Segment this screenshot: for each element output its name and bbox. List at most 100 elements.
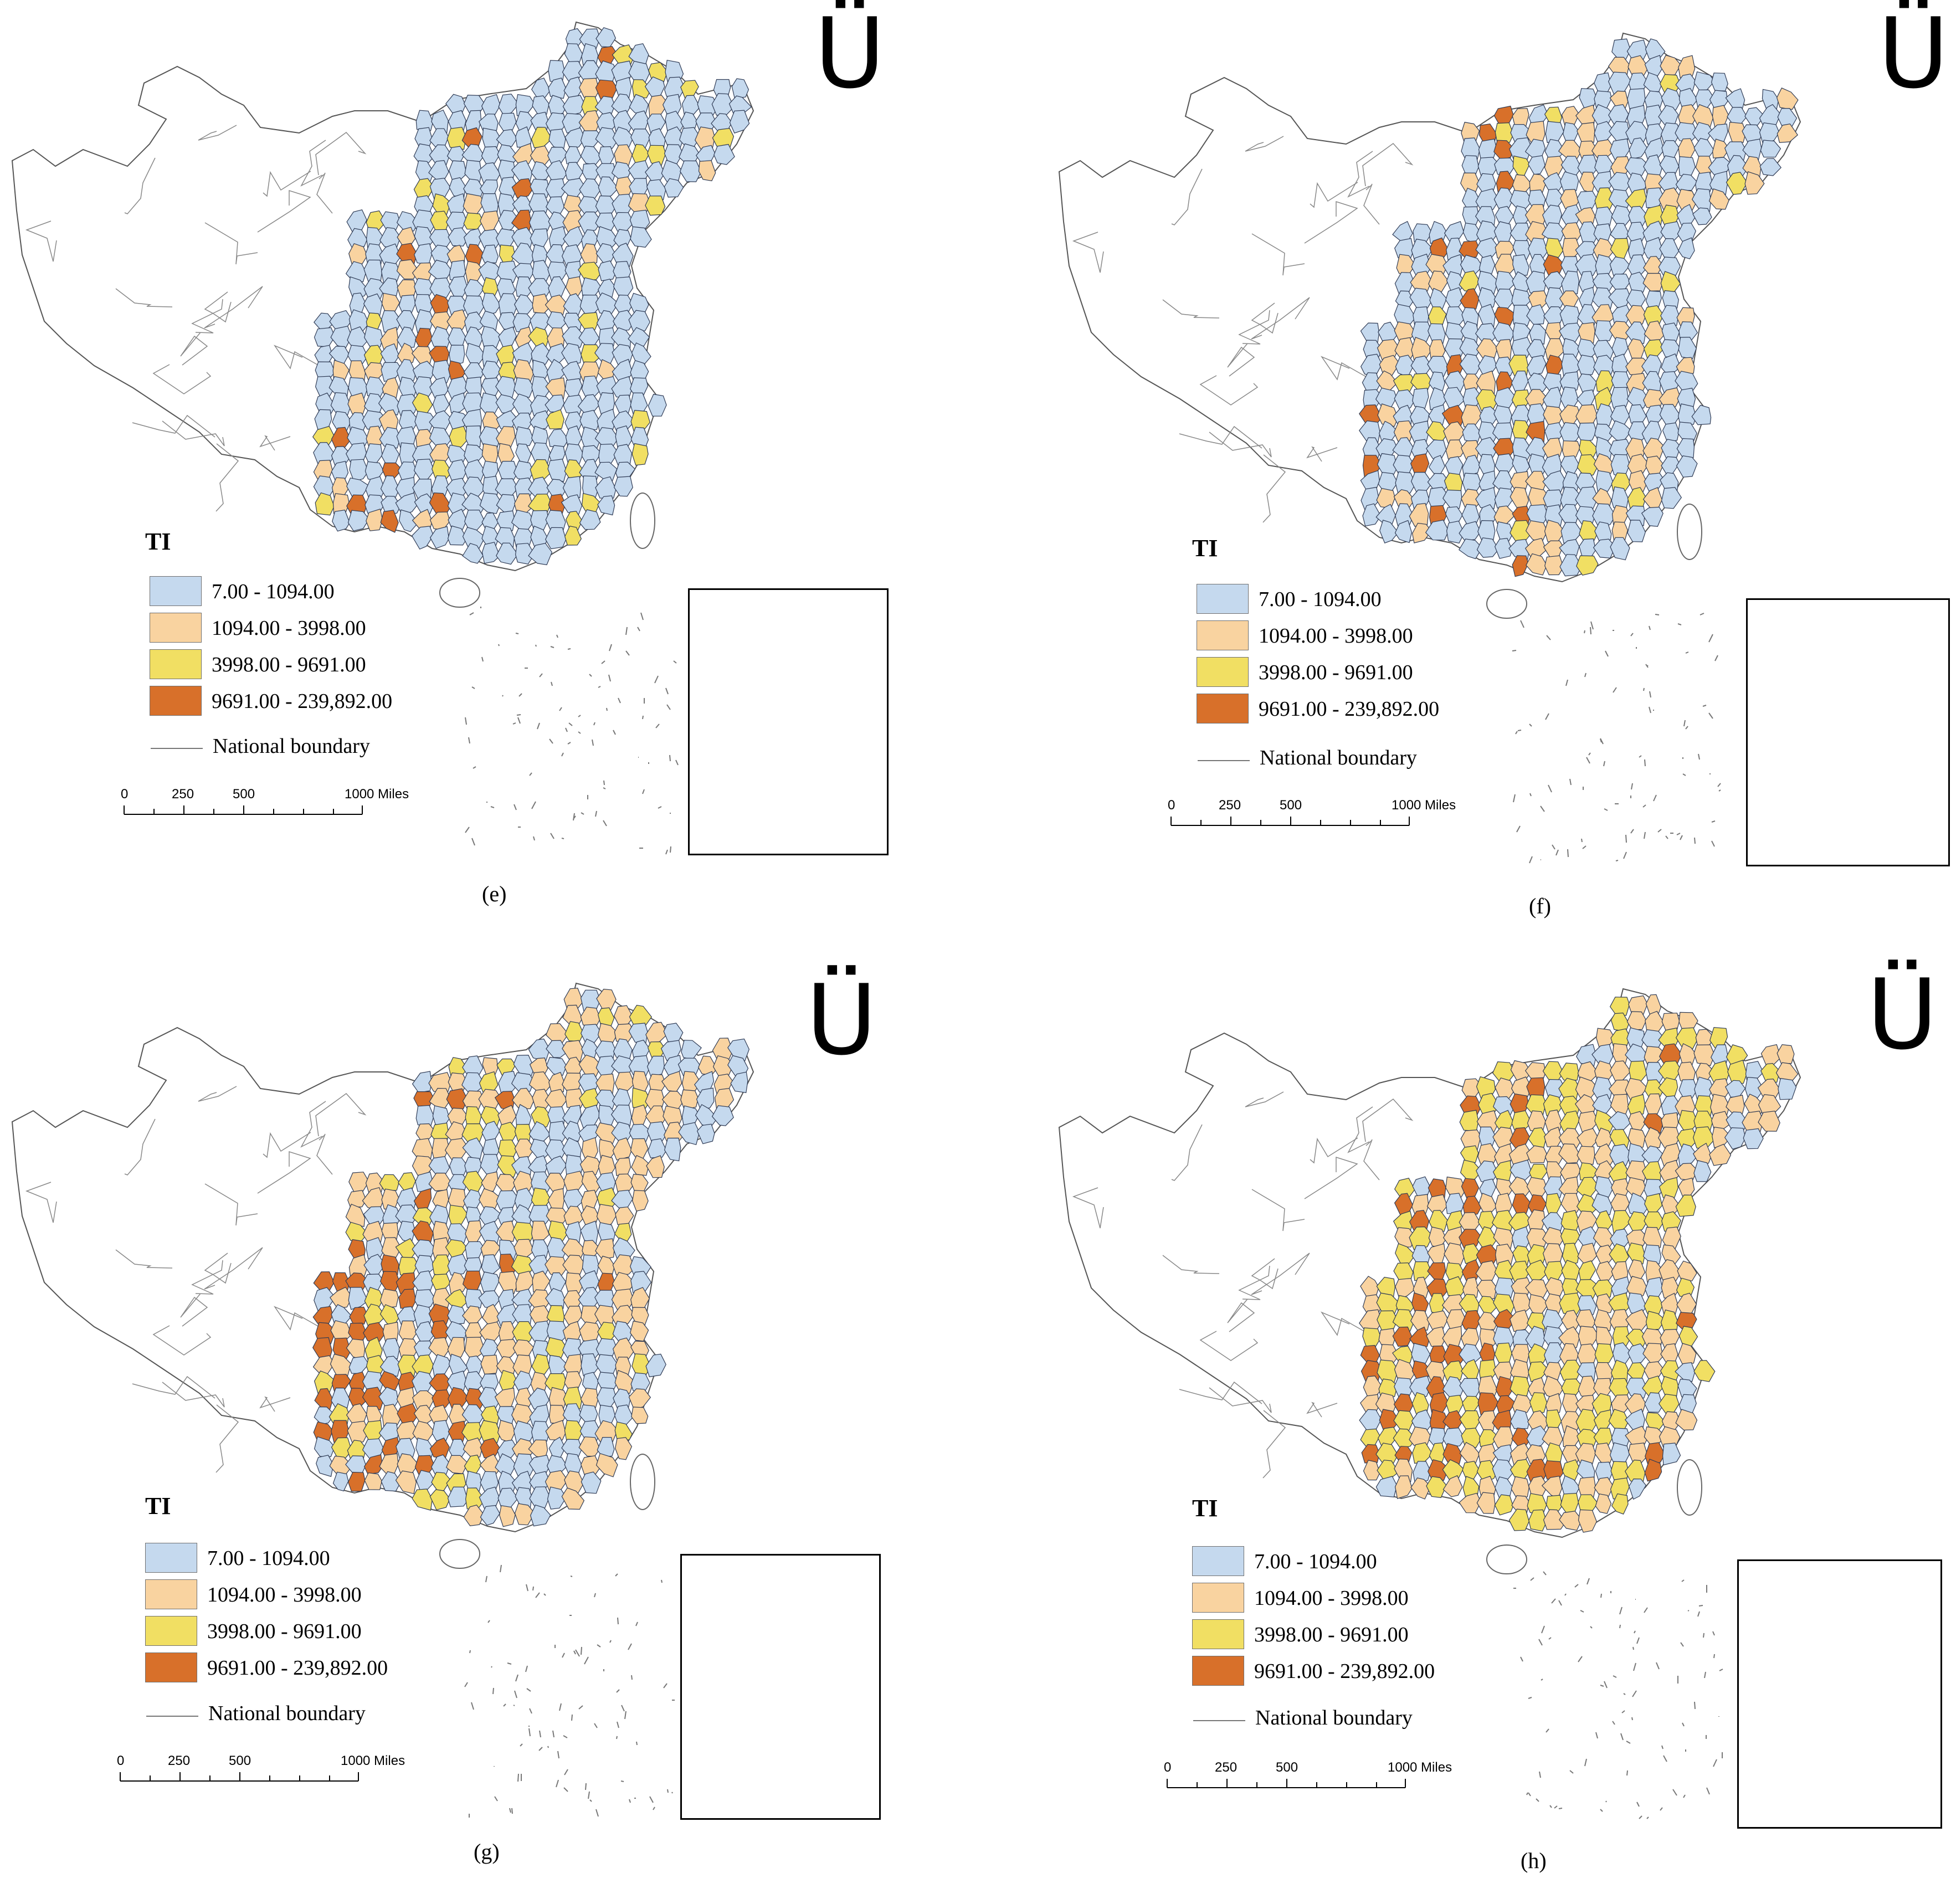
prefecture-region bbox=[663, 1023, 684, 1045]
prefecture-region bbox=[1658, 105, 1679, 129]
legend-label: 9691.00 - 239,892.00 bbox=[1259, 697, 1440, 721]
prefecture-region bbox=[1676, 455, 1698, 478]
legend-label: 7.00 - 1094.00 bbox=[207, 1547, 330, 1570]
prefecture-region bbox=[1661, 487, 1682, 509]
china-map bbox=[11, 21, 754, 855]
western-boundaries bbox=[1072, 1091, 1414, 1479]
legend-label: 1094.00 - 3998.00 bbox=[1259, 624, 1413, 648]
prefecture-region bbox=[731, 78, 749, 99]
south-china-sea-inset bbox=[688, 588, 889, 855]
scale-bar: 0 250 500 1000 Miles bbox=[121, 787, 409, 823]
prefecture-region bbox=[630, 1271, 652, 1294]
islands bbox=[439, 1454, 675, 1818]
prefecture-region bbox=[661, 1071, 682, 1092]
prefecture-region bbox=[515, 126, 532, 148]
prefecture-region bbox=[1527, 355, 1547, 376]
prefecture-region bbox=[579, 509, 601, 530]
north-arrow-icon: Ü bbox=[1867, 959, 1938, 1071]
boundary-label: National boundary bbox=[1260, 746, 1417, 769]
scale-tick: 0 bbox=[117, 1753, 125, 1768]
south-china-sea-inset bbox=[680, 1554, 881, 1820]
prefecture-region bbox=[631, 1190, 649, 1212]
map-panel-f: Ü TI 7.00 - 1094.00 1094.00 - 3998.00 39… bbox=[1047, 6, 1951, 948]
legend-label: 7.00 - 1094.00 bbox=[212, 580, 335, 603]
prefecture-region bbox=[314, 409, 332, 430]
boundary-label: National boundary bbox=[1255, 1706, 1413, 1729]
prefecture-region bbox=[1711, 73, 1728, 91]
prefecture-region bbox=[1777, 1044, 1795, 1064]
prefecture-region bbox=[564, 526, 582, 546]
prefecture-region bbox=[528, 1439, 548, 1459]
legend-swatch bbox=[150, 613, 202, 643]
prefecture-region bbox=[730, 1071, 748, 1094]
map-panel-h: Ü TI 7.00 - 1094.00 1094.00 - 3998.00 39… bbox=[1047, 967, 1951, 1904]
legend-swatch bbox=[150, 686, 202, 716]
legend-swatch bbox=[150, 576, 202, 606]
legend-swatch bbox=[1197, 657, 1249, 687]
legend-title: TI bbox=[145, 1492, 171, 1520]
prefecture-region bbox=[645, 196, 666, 216]
prefecture-region bbox=[1675, 1409, 1698, 1431]
legend-title: TI bbox=[1192, 1495, 1218, 1522]
prefecture-region bbox=[1709, 1143, 1732, 1166]
prefecture-region bbox=[1629, 1478, 1647, 1500]
legend-swatch bbox=[150, 649, 202, 679]
legend-title: TI bbox=[145, 528, 171, 555]
legend-swatch bbox=[145, 1652, 197, 1682]
prefecture-region bbox=[1743, 1128, 1764, 1149]
prefecture-region bbox=[1758, 1110, 1780, 1132]
legend-label: 1094.00 - 3998.00 bbox=[212, 617, 366, 640]
prefecture-region bbox=[1644, 1459, 1662, 1482]
prefecture-region bbox=[1578, 1509, 1597, 1533]
legend-swatch bbox=[1197, 694, 1249, 723]
prefecture-region bbox=[1594, 1343, 1614, 1364]
legend-label: 9691.00 - 239,892.00 bbox=[212, 690, 393, 713]
prefecture-region bbox=[1577, 355, 1596, 376]
prefecture-region bbox=[528, 543, 553, 566]
legend-label: 3998.00 - 9691.00 bbox=[1259, 661, 1413, 684]
prefecture-region bbox=[648, 393, 667, 417]
prefecture-region bbox=[1442, 1475, 1463, 1497]
boundary-line-symbol bbox=[1198, 760, 1250, 761]
prefecture-region bbox=[1595, 1494, 1612, 1514]
prefecture-region bbox=[1541, 1476, 1563, 1500]
prefecture-region bbox=[631, 1407, 649, 1424]
prefecture-region bbox=[696, 1123, 715, 1145]
legend-swatch bbox=[145, 1616, 197, 1646]
map-panel-g: Ü TI 7.00 - 1094.00 1094.00 - 3998.00 39… bbox=[0, 961, 976, 1898]
prefecture-region bbox=[1678, 337, 1697, 360]
prefecture-region bbox=[1526, 121, 1546, 145]
scale-tick: 0 bbox=[1164, 1760, 1172, 1775]
scale-tick: 250 bbox=[172, 787, 194, 802]
legend-label: 1094.00 - 3998.00 bbox=[207, 1583, 362, 1607]
scale-tick: 500 bbox=[229, 1753, 251, 1768]
prefecture-region bbox=[580, 1220, 599, 1244]
prefecture-region bbox=[1412, 388, 1429, 409]
prefecture-regions bbox=[312, 27, 752, 566]
prefecture-region bbox=[530, 1504, 551, 1527]
north-arrow-icon: Ü bbox=[814, 0, 886, 110]
scale-tick: 500 bbox=[1276, 1760, 1298, 1775]
prefecture-region bbox=[646, 1155, 665, 1178]
prefecture-region bbox=[1641, 506, 1664, 527]
scale-bar: 0 250 500 1000 Miles bbox=[1164, 1760, 1452, 1796]
prefecture-region bbox=[660, 1040, 681, 1061]
prefecture-region bbox=[1543, 1460, 1564, 1480]
prefecture-region bbox=[615, 1207, 634, 1228]
prefecture-region bbox=[395, 1470, 417, 1495]
legend-label: 9691.00 - 239,892.00 bbox=[1254, 1660, 1435, 1683]
south-china-sea-inset bbox=[1737, 1559, 1942, 1829]
china-map bbox=[1058, 988, 1801, 1819]
prefecture-region bbox=[530, 228, 549, 248]
prefecture-region bbox=[1476, 1492, 1496, 1514]
scale-bar: 0 250 500 1000 Miles bbox=[1168, 798, 1456, 834]
prefecture-region bbox=[331, 460, 349, 480]
legend-title: TI bbox=[1192, 535, 1218, 562]
prefecture-region bbox=[1744, 171, 1765, 195]
prefecture-region bbox=[1693, 1044, 1716, 1066]
islands bbox=[1486, 504, 1721, 864]
prefecture-region bbox=[1610, 537, 1630, 561]
scale-tick: 500 bbox=[233, 787, 255, 802]
legend-swatch bbox=[1192, 1583, 1244, 1613]
prefecture-regions bbox=[1359, 38, 1799, 577]
